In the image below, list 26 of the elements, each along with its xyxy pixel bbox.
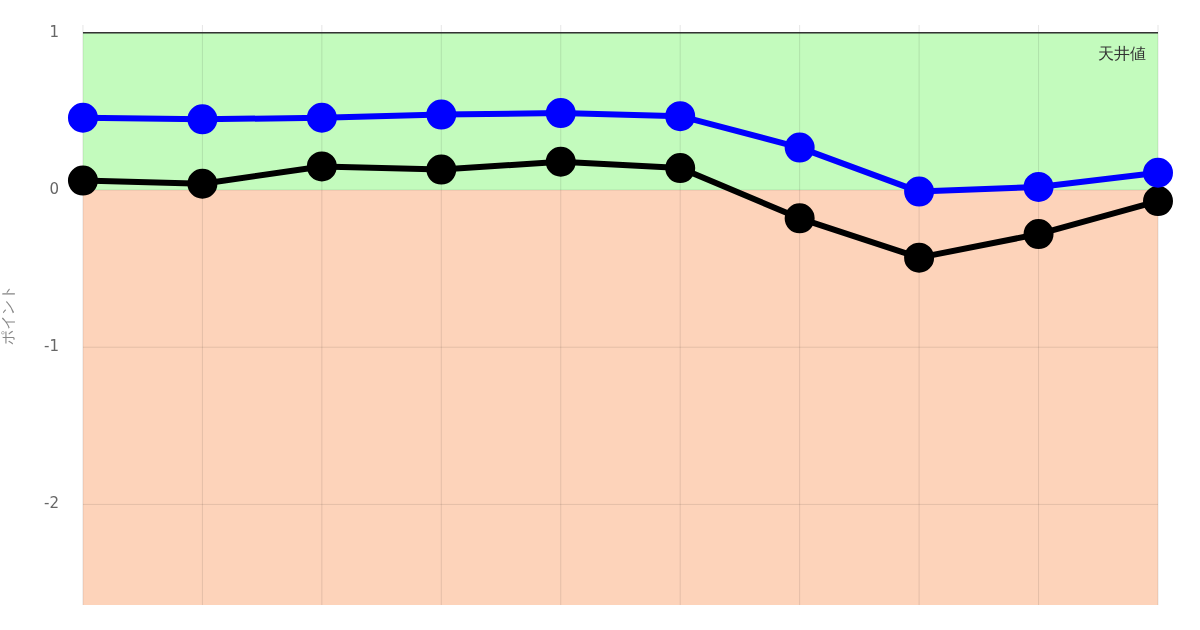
point — [1143, 157, 1173, 188]
point — [545, 98, 576, 129]
y-tick-label: -2 — [43, 494, 59, 513]
point — [67, 102, 98, 133]
point — [306, 102, 337, 133]
point — [1143, 186, 1173, 217]
point — [426, 154, 457, 185]
point — [67, 165, 98, 196]
point — [426, 99, 457, 130]
y-axis-title: ポイント — [0, 285, 17, 345]
y-tick-label: 1 — [49, 22, 59, 41]
point — [545, 146, 576, 177]
point — [306, 151, 337, 182]
point — [904, 242, 935, 273]
point — [187, 168, 218, 199]
y-tick-label: -1 — [43, 337, 59, 356]
point — [784, 203, 815, 234]
y-tick-label: 0 — [49, 179, 59, 198]
point — [665, 153, 696, 184]
ref-line-label: 天井値 — [1098, 44, 1146, 64]
point — [1023, 219, 1054, 250]
point — [1023, 171, 1054, 202]
point — [187, 104, 218, 135]
point — [904, 176, 935, 207]
point — [784, 132, 815, 163]
point — [665, 101, 696, 132]
